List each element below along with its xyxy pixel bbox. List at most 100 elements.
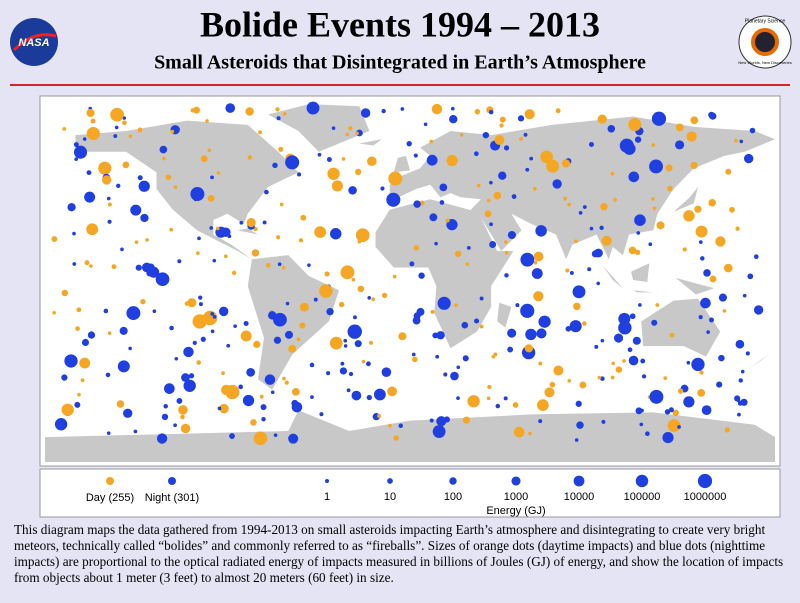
event-dot bbox=[423, 122, 428, 127]
event-dot bbox=[504, 273, 509, 278]
event-dot bbox=[537, 399, 549, 412]
event-dot bbox=[489, 222, 493, 227]
event-dot bbox=[582, 321, 587, 326]
event-dot bbox=[456, 396, 460, 400]
event-dot bbox=[519, 137, 523, 141]
event-dot bbox=[169, 227, 174, 232]
event-dot bbox=[138, 180, 150, 192]
event-dot bbox=[212, 258, 217, 263]
event-dot bbox=[330, 228, 342, 240]
event-dot bbox=[435, 354, 440, 359]
event-dot bbox=[351, 277, 356, 282]
event-dot bbox=[164, 383, 175, 395]
event-dot bbox=[75, 326, 80, 331]
event-dot bbox=[338, 301, 345, 308]
event-dot bbox=[667, 185, 673, 192]
energy-tick-label: 1 bbox=[324, 491, 330, 503]
event-dot bbox=[299, 302, 309, 312]
event-dot bbox=[300, 214, 307, 221]
event-dot bbox=[739, 139, 744, 144]
event-dot bbox=[504, 250, 509, 255]
event-dot bbox=[240, 330, 252, 342]
event-dot bbox=[367, 156, 377, 167]
event-dot bbox=[682, 247, 687, 252]
event-dot bbox=[601, 235, 612, 246]
event-dot bbox=[406, 140, 412, 147]
event-dot bbox=[197, 236, 201, 241]
event-dot bbox=[474, 318, 480, 324]
event-dot bbox=[575, 400, 582, 407]
event-dot bbox=[461, 321, 469, 329]
event-dot bbox=[628, 118, 642, 132]
event-dot bbox=[348, 126, 353, 131]
event-dot bbox=[120, 247, 124, 252]
event-dot bbox=[380, 186, 385, 191]
event-dot bbox=[116, 183, 121, 188]
event-dot bbox=[210, 175, 214, 180]
event-dot bbox=[639, 422, 644, 427]
event-dot bbox=[253, 340, 261, 349]
event-dot bbox=[298, 238, 304, 243]
event-dot bbox=[291, 387, 300, 396]
event-dot bbox=[691, 357, 705, 372]
event-dot bbox=[533, 251, 544, 262]
event-dot bbox=[106, 196, 111, 201]
event-dot bbox=[668, 407, 674, 413]
event-dot bbox=[216, 171, 221, 175]
energy-tick-label: 10000 bbox=[564, 491, 595, 503]
event-dot bbox=[735, 226, 740, 231]
event-dot bbox=[207, 148, 212, 153]
landmass bbox=[748, 352, 771, 369]
event-dot bbox=[117, 360, 130, 373]
event-dot bbox=[538, 419, 543, 424]
event-dot bbox=[504, 240, 508, 244]
event-dot bbox=[357, 239, 362, 244]
event-dot bbox=[740, 369, 745, 374]
event-dot bbox=[734, 395, 741, 402]
event-dot bbox=[276, 235, 281, 240]
event-dot bbox=[278, 146, 284, 152]
event-dot bbox=[225, 103, 236, 113]
event-dot bbox=[651, 111, 667, 126]
event-dot bbox=[737, 412, 741, 417]
event-dot bbox=[161, 413, 169, 421]
event-dot bbox=[651, 319, 658, 326]
event-dot bbox=[352, 315, 357, 320]
event-dot bbox=[412, 356, 418, 363]
event-dot bbox=[572, 285, 586, 299]
event-dot bbox=[86, 223, 99, 236]
event-dot bbox=[73, 145, 88, 159]
event-dot bbox=[355, 131, 359, 136]
event-dot bbox=[596, 281, 601, 286]
event-dot bbox=[306, 101, 320, 115]
event-dot bbox=[411, 352, 416, 357]
nasa-text: NASA bbox=[18, 37, 49, 49]
event-dot bbox=[273, 336, 282, 344]
event-dot bbox=[223, 254, 228, 259]
event-dot bbox=[366, 394, 372, 401]
event-dot bbox=[533, 260, 538, 265]
event-dot bbox=[413, 153, 418, 158]
event-dot bbox=[205, 119, 209, 123]
event-dot bbox=[432, 425, 446, 438]
event-dot bbox=[634, 136, 642, 143]
event-dot bbox=[84, 191, 96, 203]
event-dot bbox=[242, 394, 255, 407]
event-dot bbox=[392, 274, 397, 279]
event-dot bbox=[525, 167, 530, 172]
event-dot bbox=[180, 414, 185, 420]
event-dot bbox=[284, 380, 289, 385]
event-dot bbox=[200, 336, 206, 342]
event-dot bbox=[436, 416, 447, 427]
event-dot bbox=[348, 371, 354, 377]
event-dot bbox=[722, 309, 727, 313]
event-dot bbox=[340, 361, 345, 366]
event-dot bbox=[341, 157, 346, 161]
event-dot bbox=[355, 228, 370, 243]
event-dot bbox=[226, 343, 231, 348]
event-dot bbox=[192, 340, 197, 345]
event-dot bbox=[260, 404, 267, 411]
event-dot bbox=[367, 296, 372, 300]
event-dot bbox=[270, 390, 275, 395]
event-dot bbox=[651, 143, 656, 147]
